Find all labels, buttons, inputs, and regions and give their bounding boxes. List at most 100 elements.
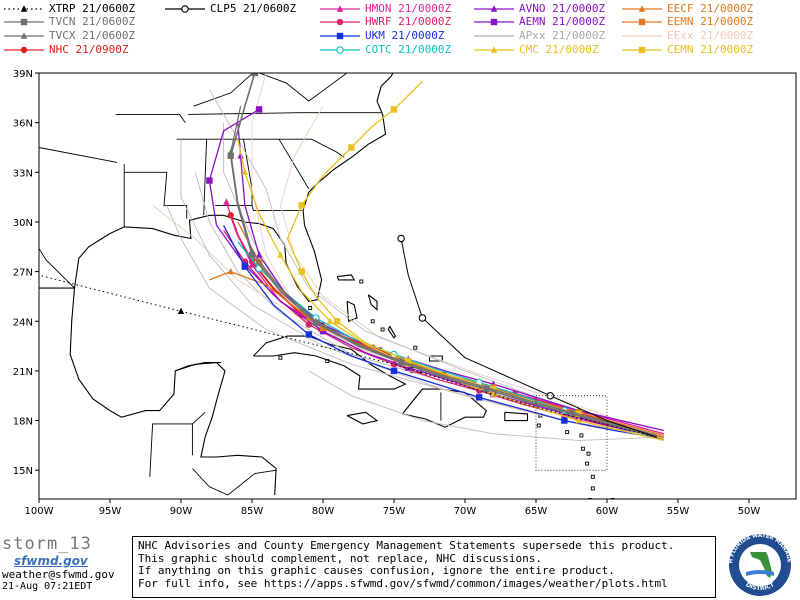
legend-item-aemn: AEMN 21/0000Z — [472, 15, 605, 28]
map-frame — [38, 72, 797, 500]
legend-label: AEMN 21/0000Z — [519, 15, 606, 28]
sfwmd-seal-logo: SOUTH FLORIDA WATER MANAGEMENT DISTRICT — [722, 532, 792, 596]
legend-item-avno: AVNO 21/0000Z — [472, 2, 605, 15]
track-point-hmon — [223, 198, 230, 205]
legend-marker — [336, 46, 344, 54]
border-fl-north — [215, 204, 302, 211]
ensemble-track — [308, 370, 664, 441]
track-point-cemn — [298, 202, 305, 209]
legend-item-clp5: CLP5 21/0600Z — [163, 2, 296, 15]
lon-tick-label: 70W — [454, 506, 477, 517]
lat-tick-label: 21N — [13, 367, 33, 378]
track-point-clp5 — [546, 391, 554, 400]
legend-item-ukm: UKM 21/0000Z — [318, 29, 444, 42]
disclaimer-line[interactable]: For full info, see https://apps.sfwmd.go… — [138, 576, 668, 590]
legend-marker — [638, 5, 646, 12]
legend-marker — [20, 18, 28, 26]
legend-marker — [181, 5, 189, 13]
track-point-xtrp — [177, 307, 185, 315]
track-cmc — [237, 139, 664, 442]
legend-label: COTC 21/0000Z — [365, 43, 452, 56]
small-island — [413, 345, 418, 350]
legend-item-nhc: NHC 21/0900Z — [2, 43, 128, 56]
lat-tick-label: 27N — [13, 268, 33, 279]
lon-tick-label: 55W — [667, 506, 690, 517]
track-point-ukm — [241, 263, 249, 270]
track-clp5 — [397, 234, 657, 438]
north-america-coast — [39, 73, 394, 303]
legend-item-eemn: EEMN 21/0000Z — [620, 15, 753, 28]
track-point-cemn — [390, 106, 398, 113]
small-island — [565, 430, 570, 435]
border-ok-tx — [39, 114, 118, 163]
legend-swatch — [320, 18, 360, 26]
border-mo-ar — [115, 113, 186, 123]
legend-marker — [20, 46, 28, 54]
legend-marker — [638, 18, 646, 26]
legend-item-tvcx: TVCX 21/0600Z — [2, 29, 135, 42]
track-point-eecf — [227, 267, 234, 275]
small-island — [380, 327, 385, 332]
small-island — [580, 446, 585, 451]
legend-swatch — [474, 18, 514, 26]
legend-marker — [20, 5, 28, 12]
legend-swatch — [474, 35, 514, 37]
legend-label: HMON 21/0000Z — [365, 2, 452, 15]
contact-email[interactable]: weather@sfwmd.gov — [2, 568, 115, 581]
track-point-avno — [255, 251, 263, 258]
legend-swatch — [622, 18, 662, 26]
disclaimer-line: This graphic should complement, not repl… — [138, 551, 542, 565]
track-point-cemn — [298, 268, 305, 275]
legend-label: TVCN 21/0600Z — [49, 15, 136, 28]
lon-tick-label: 65W — [525, 506, 548, 517]
track-point-tvcx — [568, 408, 575, 415]
small-island — [359, 279, 364, 284]
track-point-tvcn — [251, 73, 259, 77]
legend-swatch — [4, 18, 44, 26]
track-line-tvcx — [230, 105, 657, 437]
legend-swatch — [165, 5, 205, 13]
disclaimer-line: NHC Advisories and County Emergency Mana… — [138, 539, 675, 552]
small-island — [579, 433, 584, 438]
legend-swatch — [4, 32, 44, 39]
small-island — [278, 355, 283, 360]
track-point-ukm — [561, 417, 568, 424]
border-ky-oh — [193, 73, 287, 107]
ensemble-track — [279, 105, 664, 438]
lat-tick-label: 33N — [13, 168, 33, 179]
small-island — [325, 359, 330, 363]
border-belize — [192, 411, 206, 425]
legend-item-eexx: EExx 21/0000Z — [620, 29, 753, 42]
lon-tick-label: 90W — [170, 506, 193, 517]
border-ms-river — [163, 172, 188, 219]
legend-swatch — [320, 5, 360, 12]
small-island — [586, 451, 591, 456]
model-legend: XTRP 21/0600Z CLP5 21/0600Z HMON 21/0000Z A… — [0, 0, 800, 64]
legend-swatch — [4, 46, 44, 54]
legend-label: AVNO 21/0000Z — [519, 2, 606, 15]
track-point-aemn — [255, 106, 263, 113]
disclaimer-box: NHC Advisories and County Emergency Mana… — [132, 536, 716, 598]
lon-tick-label: 75W — [383, 506, 406, 517]
inset-box — [535, 395, 608, 471]
small-island — [308, 306, 313, 310]
border-ga-sc — [278, 138, 310, 190]
track-line-xtrp — [39, 274, 657, 438]
track-ukm — [223, 225, 664, 440]
site-logo[interactable]: sfwmd.gov — [14, 554, 88, 568]
legend-marker — [490, 46, 498, 53]
legend-label: TVCX 21/0600Z — [49, 29, 136, 42]
footer-branding: storm_13 sfwmd.gov weather@sfwmd.gov 21-… — [2, 534, 132, 598]
legend-label: CLP5 21/0600Z — [210, 2, 297, 15]
legend-marker — [336, 5, 344, 12]
border-guatemala — [149, 423, 193, 477]
track-line-ukm — [223, 225, 664, 440]
track-point-ukm — [476, 394, 483, 401]
border-nc-sc — [279, 138, 345, 158]
track-point-cemn — [334, 318, 341, 325]
cuba — [253, 335, 407, 390]
legend-swatch — [474, 5, 514, 12]
eleuthera — [367, 294, 378, 311]
lat-tick-label: 30N — [13, 218, 33, 229]
border-honduras — [192, 468, 277, 496]
